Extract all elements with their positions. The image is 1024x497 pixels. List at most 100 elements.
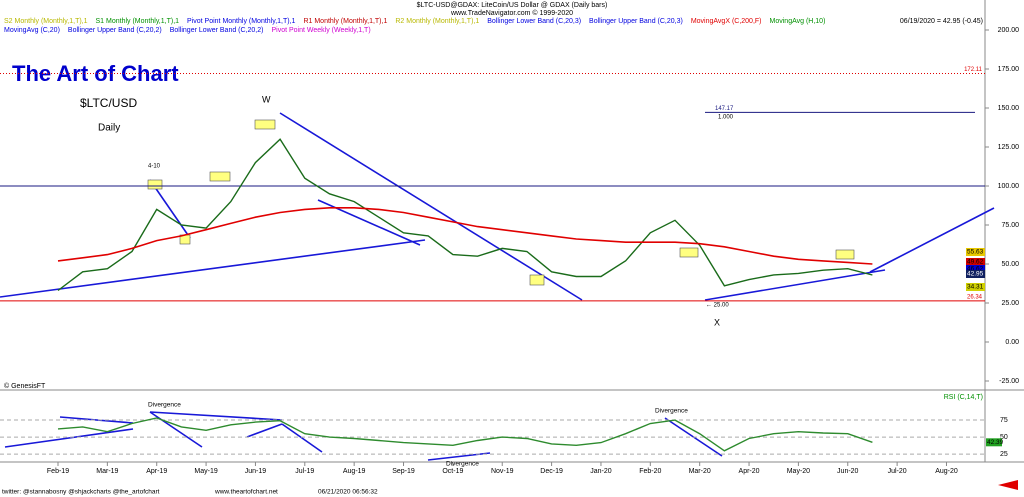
x-tick-label: Jun-20 [837, 468, 859, 475]
footer-site: www.theartofchart.net [214, 489, 278, 496]
trend-line [149, 179, 191, 239]
x-tick-label: May-20 [787, 468, 810, 475]
trend-line [149, 411, 283, 421]
legend-entry: R1 Monthly (Monthly,1,T),1 [303, 18, 387, 25]
x-tick-label: Jul-19 [295, 468, 314, 475]
legend-entry: R2 Monthly (Monthly,1,T),1 [395, 18, 479, 25]
price-label: 34.31 [967, 284, 984, 291]
x-tick-label: Sep-19 [392, 468, 415, 475]
y-tick-label: 50.00 [1001, 261, 1019, 268]
series-line [57, 207, 873, 265]
highlight-boxes [147, 119, 855, 286]
legend-entry: Bollinger Lower Band (C,20,3) [487, 18, 581, 25]
trend-line [279, 112, 583, 301]
x-tick-label: Nov-19 [491, 468, 514, 475]
highlight-box [529, 274, 545, 286]
trend-line [869, 207, 995, 273]
price-label: 49.62 [967, 259, 984, 266]
annotation: ← 25.00 [706, 303, 729, 309]
series-line [57, 417, 873, 452]
highlight-box [679, 247, 699, 258]
annotation: W [262, 94, 271, 104]
price-label-box [966, 258, 985, 266]
x-tick-label: Aug-19 [343, 468, 366, 475]
price-label: 55.63 [967, 249, 984, 256]
trend-line [246, 423, 283, 438]
y-tick-label: 150.00 [998, 105, 1020, 112]
x-tick-label: Mar-19 [96, 468, 118, 475]
legend-entry: MovingAvg (H,10) [770, 18, 826, 25]
y-tick-label: 0.00 [1005, 339, 1019, 346]
y-tick-label: 125.00 [998, 144, 1020, 151]
trend-line [4, 428, 134, 448]
level-label: 147.17 [715, 106, 734, 112]
legend-entry: S2 Monthly (Monthly,1,T),1 [4, 18, 88, 25]
legend-entry: Pivot Point Weekly (Weekly,1,T) [271, 27, 370, 34]
x-tick-label: Apr-19 [146, 468, 167, 475]
x-tick-label: Feb-20 [639, 468, 661, 475]
level-label: 172.11 [964, 67, 983, 73]
annotation: 4-10 [148, 164, 161, 170]
y-tick-label: 75 [1000, 417, 1008, 424]
price-label: 42.39 [987, 439, 1004, 446]
annotation: Divergence [655, 408, 688, 415]
highlight-box [835, 249, 855, 260]
x-tick-label: May-19 [194, 468, 217, 475]
header-subtitle: www.TradeNavigator.com © 1999-2020 [450, 9, 573, 17]
panel-title: RSI (C,14,T) [944, 394, 983, 401]
scroll-arrow[interactable] [998, 480, 1018, 490]
legend-entry: Pivot Point Monthly (Monthly,1,T),1 [187, 18, 296, 25]
annotation: X [714, 317, 720, 327]
trend-line [149, 411, 203, 448]
brand-symbol: $LTC/USD [80, 96, 137, 110]
price-label-box [966, 265, 985, 273]
level-label: 26.34 [967, 294, 983, 300]
price-label: 42.95 [967, 271, 984, 278]
brand-name: The Art of Chart [12, 61, 179, 86]
highlight-box [209, 171, 231, 182]
highlight-box [147, 179, 163, 190]
annotation: Divergence [446, 461, 479, 468]
x-tick-label: Jun-19 [245, 468, 267, 475]
x-tick-label: Apr-20 [739, 468, 760, 475]
price-label-box [966, 270, 985, 278]
x-tick-label: Mar-20 [689, 468, 711, 475]
series-line [57, 138, 873, 292]
y-tick-label: 75.00 [1001, 222, 1019, 229]
legend-entry: Bollinger Lower Band (C,20,2) [170, 27, 264, 34]
legend-entry: Bollinger Upper Band (C,20,3) [589, 18, 683, 25]
x-tick-label: Jan-20 [590, 468, 612, 475]
trend-line [59, 416, 134, 424]
y-tick-label: -25.00 [999, 378, 1019, 385]
brand-period: Daily [98, 123, 120, 134]
x-tick-label: Aug-20 [935, 468, 958, 475]
price-label-box [966, 248, 985, 256]
price-label: 46.62 [967, 266, 984, 273]
source: © GenesisFT [4, 382, 46, 390]
annotation: Divergence [148, 402, 181, 409]
footer-timestamp: 06/21/2020 06:56:32 [318, 489, 378, 496]
legend-entry: Bollinger Upper Band (C,20,2) [68, 27, 162, 34]
legend-entry: MovingAvgX (C,200,F) [691, 18, 762, 25]
footer-twitter: twitter: @stannabosny @shjackcharts @the… [2, 489, 160, 496]
trend-line [281, 423, 323, 453]
trend-lines [0, 112, 995, 461]
price-label-box [986, 438, 1002, 447]
legend-entry: MovingAvg (C,20) [4, 27, 60, 34]
y-tick-label: 25.00 [1001, 300, 1019, 307]
highlight-box [254, 119, 276, 130]
x-tick-label: Oct-19 [442, 468, 463, 475]
price-label-box [966, 283, 985, 291]
y-tick-label: 175.00 [998, 66, 1020, 73]
legend-entry: S1 Monthly (Monthly,1,T),1 [96, 18, 180, 25]
y-tick-label: 50 [1000, 434, 1008, 441]
trend-line [704, 269, 886, 301]
annotation: 1.000 [718, 115, 734, 121]
header-title: $LTC-USD@GDAX: LiteCoin/US Dollar @ GDAX… [417, 2, 608, 9]
y-tick-label: 25 [1000, 451, 1008, 458]
x-tick-label: Jul-20 [888, 468, 907, 475]
y-tick-label: 100.00 [998, 183, 1020, 190]
x-tick-label: Feb-19 [47, 468, 69, 475]
